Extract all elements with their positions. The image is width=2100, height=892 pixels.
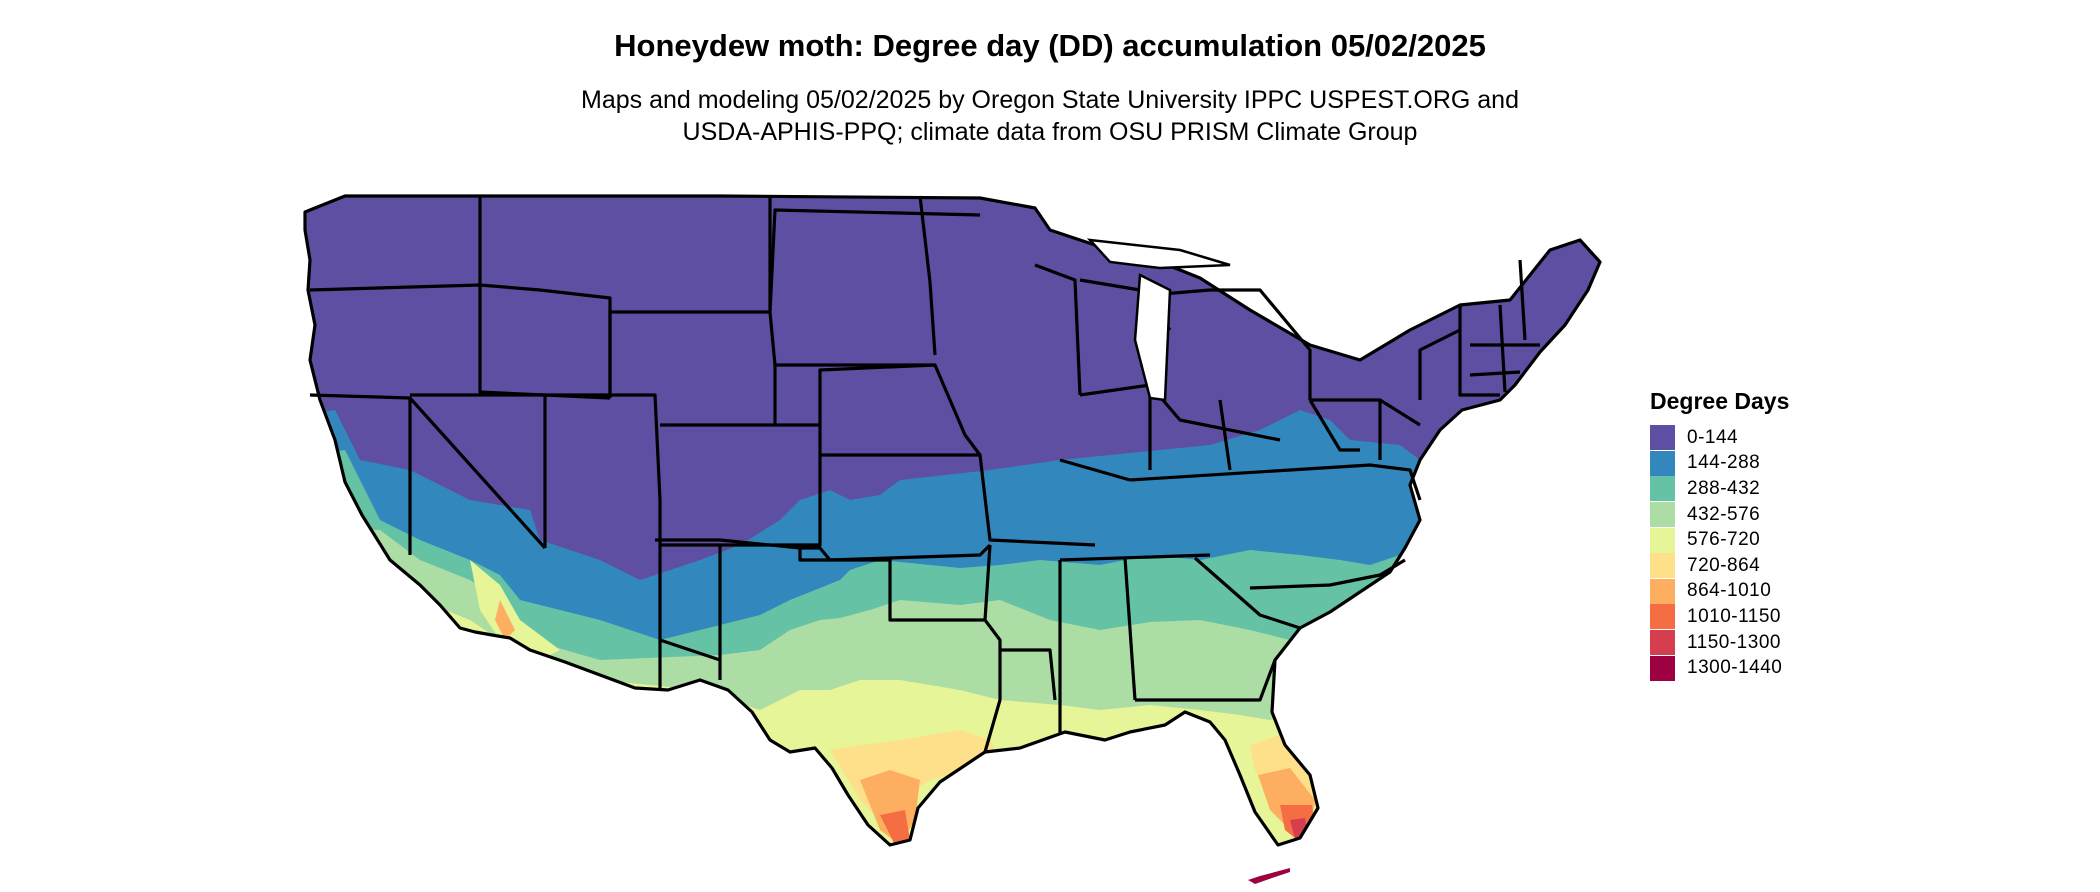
- legend-swatch: [1650, 553, 1675, 579]
- legend-swatch: [1650, 604, 1675, 630]
- legend-label: 144-288: [1687, 452, 1761, 474]
- legend-item: 288-432: [1650, 476, 1789, 502]
- florida-keys: [1248, 868, 1290, 884]
- legend-item: 0-144: [1650, 425, 1789, 451]
- legend-swatch: [1650, 476, 1675, 502]
- legend-swatch: [1650, 655, 1675, 681]
- legend-swatch: [1650, 527, 1675, 553]
- legend-label: 432-576: [1687, 503, 1761, 525]
- legend-title: Degree Days: [1650, 388, 1790, 414]
- legend-item: 720-864: [1650, 553, 1789, 579]
- legend-swatch: [1650, 630, 1675, 656]
- legend-item: 144-288: [1650, 450, 1789, 477]
- degree-day-zones: [305, 196, 1600, 845]
- subtitle-line-2: USDA-APHIS-PPQ; climate data from OSU PR…: [682, 118, 1418, 146]
- legend-swatch: [1650, 450, 1675, 476]
- zone-hot-desert: [495, 600, 515, 640]
- subtitle-line-1: Maps and modeling 05/02/2025 by Oregon S…: [581, 86, 1519, 114]
- legend-swatch: [1650, 502, 1675, 528]
- state-boundaries: [303, 194, 1602, 847]
- legend: Degree Days 0-144 144-288 288-432 432-576 57…: [1650, 388, 1789, 681]
- great-lakes: [1086, 238, 1231, 402]
- legend-item: 576-720: [1650, 527, 1789, 553]
- legend-item: 1300-1440: [1650, 655, 1789, 681]
- legend-item: 1010-1150: [1650, 604, 1789, 630]
- legend-item: 432-576: [1650, 502, 1789, 528]
- zone-warm-desert: [470, 560, 560, 660]
- legend-label: 720-864: [1687, 554, 1761, 576]
- legend-item: 864-1010: [1650, 578, 1789, 605]
- legend-label: 1300-1440: [1687, 657, 1783, 679]
- zone-1010-1150: [880, 810, 910, 845]
- legend-label: 576-720: [1687, 529, 1761, 551]
- legend-label: 0-144: [1687, 426, 1739, 448]
- legend-swatch: [1650, 578, 1675, 604]
- legend-items: 0-144 144-288 288-432 432-576 576-720 720-864…: [1650, 425, 1789, 681]
- legend-swatch: [1650, 425, 1675, 451]
- legend-label: 288-432: [1687, 477, 1761, 499]
- legend-label: 864-1010: [1687, 580, 1772, 602]
- map-subtitle: Maps and modeling 05/02/2025 by Oregon S…: [0, 84, 2100, 148]
- map-title: Honeydew moth: Degree day (DD) accumulat…: [614, 28, 1486, 63]
- legend-item: 1150-1300: [1650, 630, 1789, 656]
- legend-label: 1010-1150: [1687, 605, 1781, 627]
- legend-label: 1150-1300: [1687, 631, 1781, 653]
